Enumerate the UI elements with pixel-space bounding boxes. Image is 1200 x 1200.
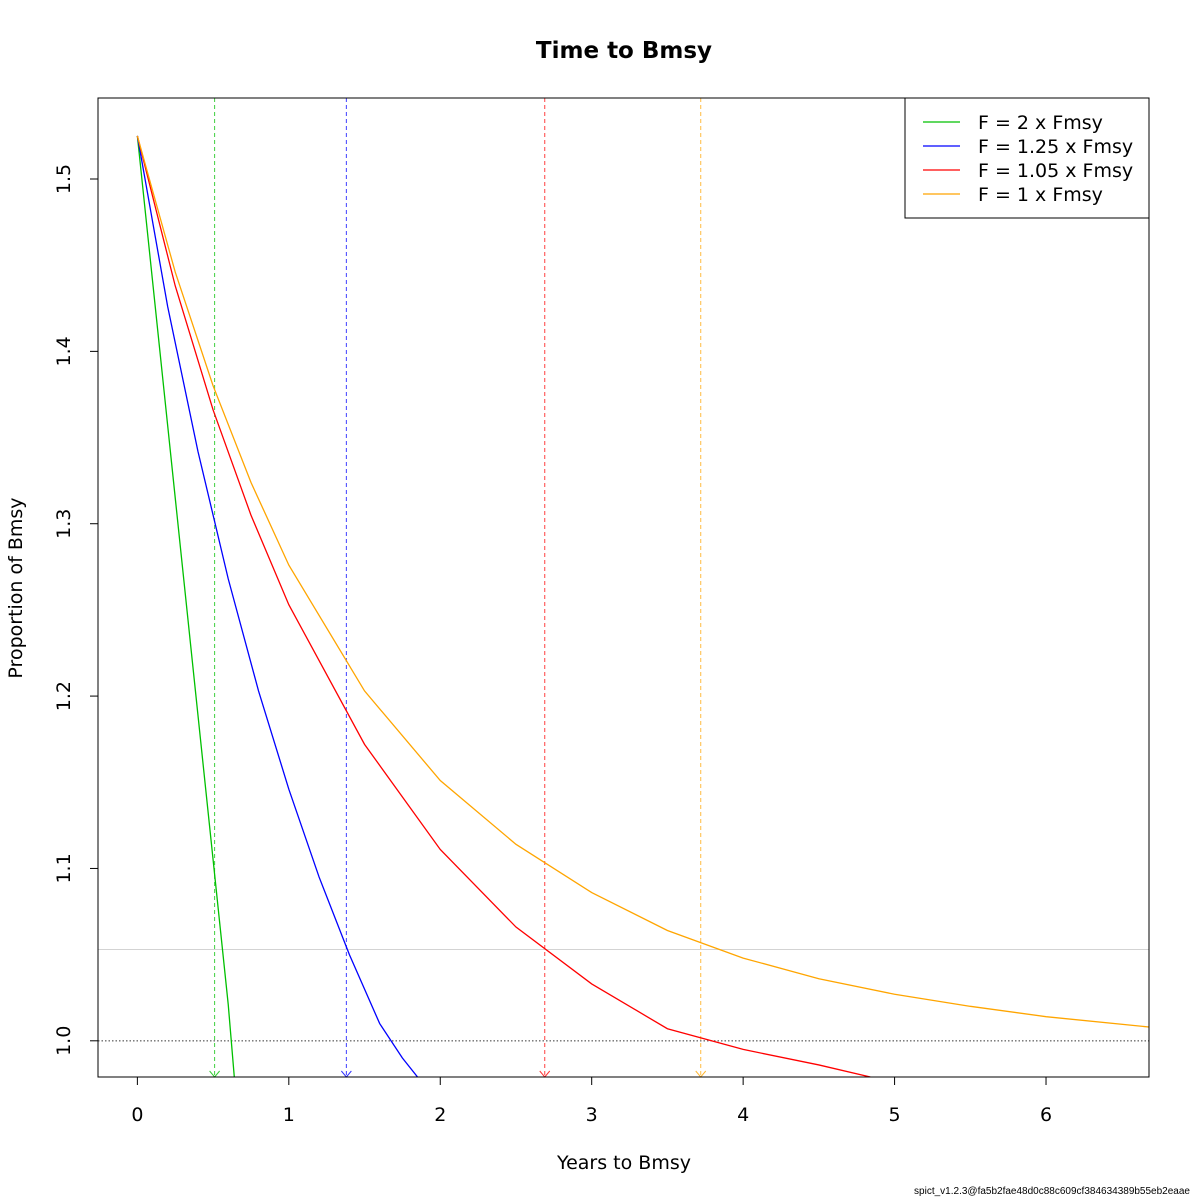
chart-title: Time to Bmsy (536, 38, 712, 64)
y-tick-label: 1.0 (53, 1026, 75, 1056)
y-tick-label: 1.5 (53, 164, 75, 194)
x-tick-label: 0 (131, 1104, 143, 1126)
x-tick-label: 3 (586, 1104, 598, 1126)
x-tick-label: 2 (434, 1104, 446, 1126)
x-tick-label: 1 (283, 1104, 295, 1126)
x-tick-label: 6 (1040, 1104, 1052, 1126)
time-to-bmsy-markers (209, 98, 707, 1078)
legend-box (904, 97, 1150, 219)
legend-label-f-1-05-x-fmsy: F = 1.05 x Fmsy (978, 160, 1133, 182)
version-footer: spict_v1.2.3@fa5b2fae48d0c88c609cf384634… (914, 1186, 1190, 1197)
y-axis-label: Proportion of Bmsy (5, 497, 27, 678)
y-tick-label: 1.1 (53, 853, 75, 883)
axes: 0 1 2 3 4 5 6 1.0 1.1 1.2 1.3 1.4 1.5 (53, 164, 1052, 1126)
plot-frame (97, 97, 1150, 1078)
legend-label-f-1-25-x-fmsy: F = 1.25 x Fmsy (978, 136, 1133, 158)
x-axis-label: Years to Bmsy (556, 1152, 691, 1174)
legend-label-f-1-x-fmsy: F = 1 x Fmsy (978, 184, 1103, 206)
x-tick-label: 4 (737, 1104, 749, 1126)
reference-lines (98, 948, 1149, 1042)
y-tick-label: 1.3 (53, 509, 75, 539)
series-line-f-1-x-fmsy (136, 135, 1149, 1028)
series-line-f-1-05-x-fmsy (136, 135, 871, 1077)
x-tick-label: 5 (889, 1104, 901, 1126)
legend-label-f-2-x-fmsy: F = 2 x Fmsy (978, 112, 1103, 134)
series-line-f-2-x-fmsy (136, 135, 235, 1077)
series-lines (136, 135, 1149, 1077)
series-line-f-1-25-x-fmsy (136, 135, 419, 1077)
y-tick-label: 1.2 (53, 681, 75, 711)
y-tick-label: 1.4 (53, 336, 75, 366)
